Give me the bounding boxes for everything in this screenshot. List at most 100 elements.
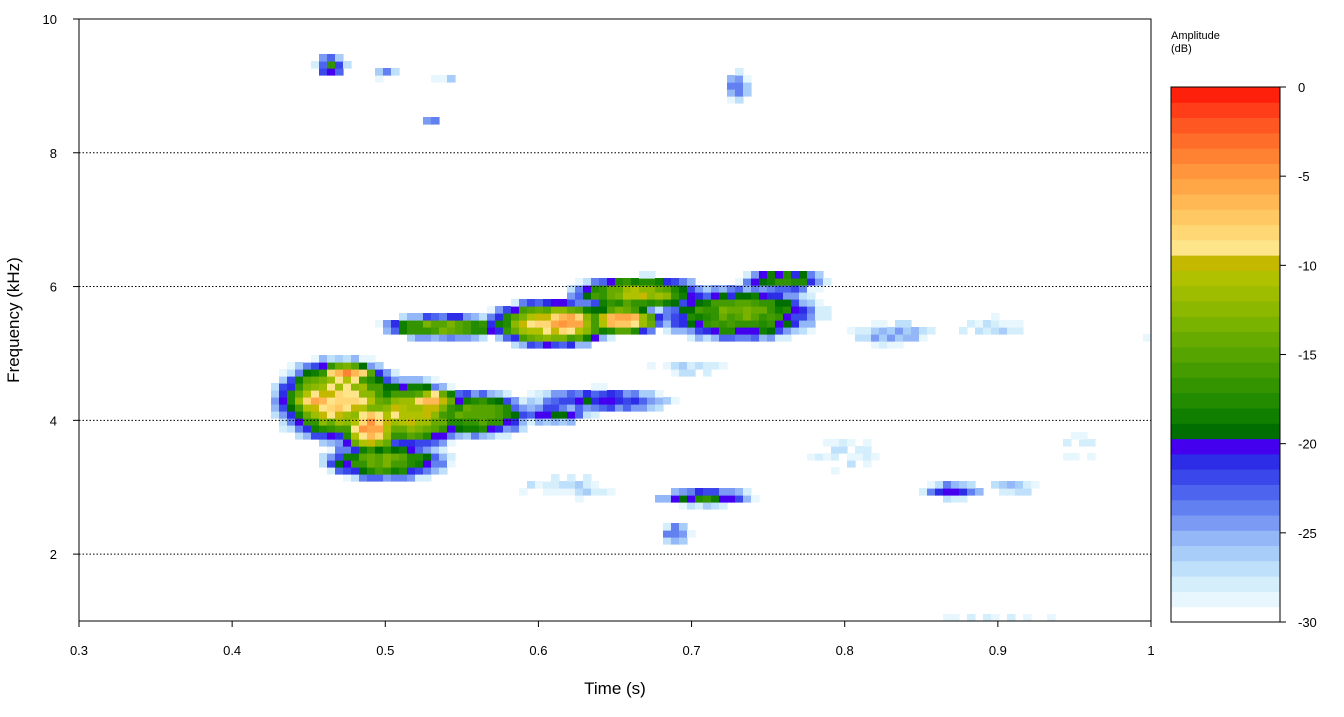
heatmap-cell xyxy=(407,320,416,328)
heatmap-cell xyxy=(423,383,432,391)
heatmap-cell xyxy=(327,390,336,398)
heatmap-cell xyxy=(663,397,672,405)
heatmap-cell xyxy=(743,488,752,496)
heatmap-cell xyxy=(415,397,424,405)
legend-swatch xyxy=(1171,408,1280,424)
heatmap-cell xyxy=(367,467,376,475)
heatmap-cell xyxy=(319,390,328,398)
heatmap-cell xyxy=(823,278,832,286)
legend-title-line2: (dB) xyxy=(1171,43,1192,55)
heatmap-cell xyxy=(463,313,472,321)
heatmap-cell xyxy=(399,404,408,412)
heatmap-cell xyxy=(703,320,712,328)
heatmap-cell xyxy=(415,467,424,475)
heatmap-cell xyxy=(735,278,744,286)
heatmap-cell xyxy=(335,68,344,76)
heatmap-cell xyxy=(863,439,872,447)
heatmap-cell xyxy=(367,383,376,391)
heatmap-cell xyxy=(783,285,792,293)
heatmap-cell xyxy=(503,411,512,419)
heatmap-cell xyxy=(343,397,352,405)
heatmap-cell xyxy=(559,313,568,321)
heatmap-cell xyxy=(583,306,592,314)
heatmap-cell xyxy=(295,369,304,377)
heatmap-cell xyxy=(1087,453,1096,461)
legend-tick-label: -30 xyxy=(1298,615,1317,630)
heatmap-cell xyxy=(495,313,504,321)
heatmap-cell xyxy=(423,411,432,419)
heatmap-cell xyxy=(1031,481,1040,489)
heatmap-cell xyxy=(703,299,712,307)
heatmap-cell xyxy=(759,327,768,335)
heatmap-cell xyxy=(471,327,480,335)
heatmap-cell xyxy=(655,404,664,412)
heatmap-cell xyxy=(559,334,568,342)
heatmap-cell xyxy=(599,488,608,496)
heatmap-cell xyxy=(695,495,704,503)
heatmap-cell xyxy=(615,285,624,293)
heatmap-cell xyxy=(519,397,528,405)
x-tick-label: 1 xyxy=(1147,643,1154,658)
heatmap-cell xyxy=(319,397,328,405)
heatmap-cell xyxy=(527,397,536,405)
heatmap-cell xyxy=(591,390,600,398)
heatmap-cell xyxy=(823,439,832,447)
heatmap-cell xyxy=(407,313,416,321)
heatmap-cell xyxy=(431,404,440,412)
heatmap-cell xyxy=(711,299,720,307)
heatmap-cell xyxy=(807,327,816,335)
heatmap-cell xyxy=(319,453,328,461)
heatmap-cell xyxy=(319,68,328,76)
heatmap-cell xyxy=(503,327,512,335)
heatmap-cell xyxy=(375,432,384,440)
heatmap-cell xyxy=(807,292,816,300)
heatmap-cell xyxy=(551,411,560,419)
heatmap-cell xyxy=(615,299,624,307)
heatmap-cell xyxy=(671,313,680,321)
heatmap-cell xyxy=(391,327,400,335)
heatmap-cell xyxy=(343,460,352,468)
heatmap-cell xyxy=(663,495,672,503)
heatmap-cell xyxy=(559,327,568,335)
heatmap-cell xyxy=(703,362,712,370)
heatmap-cell xyxy=(375,453,384,461)
heatmap-cell xyxy=(599,383,608,391)
heatmap-cell xyxy=(439,460,448,468)
heatmap-cell xyxy=(343,404,352,412)
heatmap-cell xyxy=(687,320,696,328)
heatmap-cell xyxy=(687,369,696,377)
heatmap-cell xyxy=(975,320,984,328)
heatmap-cell xyxy=(767,285,776,293)
heatmap-cell xyxy=(983,614,992,621)
heatmap-cell xyxy=(943,488,952,496)
heatmap-cell xyxy=(687,334,696,342)
heatmap-cell xyxy=(463,334,472,342)
heatmap-cell xyxy=(727,89,736,97)
heatmap-cell xyxy=(319,404,328,412)
heatmap-cell xyxy=(655,292,664,300)
heatmap-cell xyxy=(591,278,600,286)
y-tick-label: 4 xyxy=(50,413,57,428)
heatmap-cell xyxy=(439,411,448,419)
heatmap-cell xyxy=(591,488,600,496)
heatmap-cell xyxy=(871,453,880,461)
heatmap-cell xyxy=(447,453,456,461)
heatmap-cell xyxy=(991,614,1000,621)
heatmap-cell xyxy=(991,320,1000,328)
heatmap-cell xyxy=(647,397,656,405)
heatmap-cell xyxy=(359,432,368,440)
heatmap-cell xyxy=(431,383,440,391)
heatmap-cell xyxy=(375,425,384,433)
heatmap-cell xyxy=(959,327,968,335)
heatmap-cell xyxy=(807,271,816,279)
heatmap-cell xyxy=(671,320,680,328)
heatmap-cell xyxy=(439,334,448,342)
heatmap-cell xyxy=(1023,488,1032,496)
heatmap-cell xyxy=(535,313,544,321)
heatmap-cell xyxy=(375,390,384,398)
heatmap-cell xyxy=(623,278,632,286)
heatmap-cell xyxy=(351,397,360,405)
heatmap-cell xyxy=(303,432,312,440)
heatmap-cell xyxy=(535,306,544,314)
heatmap-cell xyxy=(1015,327,1024,335)
